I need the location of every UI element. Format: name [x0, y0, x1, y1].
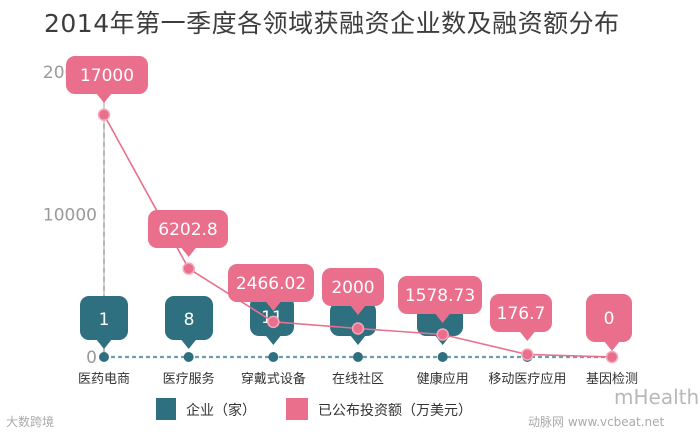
- investment-bubble-pointer-1: [180, 247, 197, 257]
- x-category-label-6: 基因检测: [586, 372, 638, 387]
- investment-bubble-4: [398, 276, 482, 314]
- company-point-1: [183, 352, 194, 362]
- y-tick-label-0: 0: [86, 348, 97, 368]
- investment-point-6: [605, 350, 619, 364]
- watermark-brand: mHealth: [614, 385, 699, 409]
- company-bubble-pointer-0: [96, 339, 112, 349]
- legend-label-companies: 企业（家）: [186, 402, 256, 419]
- investment-bubble-pointer-5: [519, 331, 536, 341]
- investment-bubble-6: [586, 294, 632, 342]
- investment-point-0: [97, 108, 111, 121]
- x-category-label-2: 穿戴式设备: [241, 371, 306, 387]
- investment-value-label-2: 2466.02: [236, 274, 306, 294]
- investment-bubble-pointer-0: [96, 93, 112, 103]
- investment-bubble-1: [148, 210, 228, 248]
- y-tick-label-1: 10000: [43, 206, 97, 226]
- legend-label-investment: 已公布投资额（万美元）: [318, 403, 472, 419]
- investment-value-label-1: 6202.8: [158, 220, 217, 240]
- investment-value-label-5: 176.7: [497, 304, 546, 324]
- company-value-label-1: 8: [184, 310, 195, 330]
- investment-point-5: [521, 348, 534, 361]
- company-point-2: [268, 352, 279, 362]
- investment-bubble-2: [228, 264, 314, 302]
- x-category-label-1: 医疗服务: [163, 371, 215, 387]
- investment-bubble-pointer-3: [350, 305, 366, 315]
- watermark-site: 动脉网 www.vcbeat.net: [528, 414, 665, 429]
- investment-bubble-pointer-2: [265, 301, 282, 311]
- investment-bubble-pointer-4: [434, 313, 451, 323]
- investment-point-4: [436, 328, 449, 341]
- company-point-0: [99, 352, 109, 362]
- company-bubble-1: [165, 296, 213, 340]
- investment-bubble-0: [66, 56, 148, 94]
- investment-value-label-4: 1578.73: [405, 286, 475, 306]
- company-point-4: [437, 352, 448, 362]
- company-value-label-0: 1: [99, 310, 110, 330]
- company-bubble-pointer-3: [350, 335, 366, 345]
- company-bubble-pointer-2: [265, 335, 282, 345]
- x-category-label-4: 健康应用: [417, 371, 469, 387]
- investment-value-label-6: 0: [604, 309, 615, 329]
- watermark-left: 大数跨境: [6, 414, 54, 429]
- company-point-3: [353, 352, 363, 362]
- investment-bubble-5: [490, 294, 552, 332]
- company-bubble-pointer-1: [180, 339, 197, 349]
- x-category-label-0: 医药电商: [78, 372, 130, 387]
- investment-value-label-3: 2000: [331, 278, 374, 298]
- investment-point-2: [267, 315, 280, 329]
- chart-title: 2014年第一季度各领域获融资企业数及融资额分布: [44, 9, 620, 38]
- legend-swatch-companies: [156, 398, 176, 420]
- investment-value-label-0: 17000: [80, 66, 134, 86]
- investment-bubble-pointer-6: [604, 341, 620, 351]
- x-category-label-5: 移动医疗应用: [488, 371, 566, 387]
- legend-swatch-investment: [286, 398, 308, 420]
- company-bubble-0: [80, 296, 128, 340]
- investment-point-1: [182, 262, 195, 275]
- x-category-label-3: 在线社区: [332, 371, 384, 387]
- investment-point-3: [351, 322, 365, 335]
- investment-bubble-3: [322, 268, 384, 306]
